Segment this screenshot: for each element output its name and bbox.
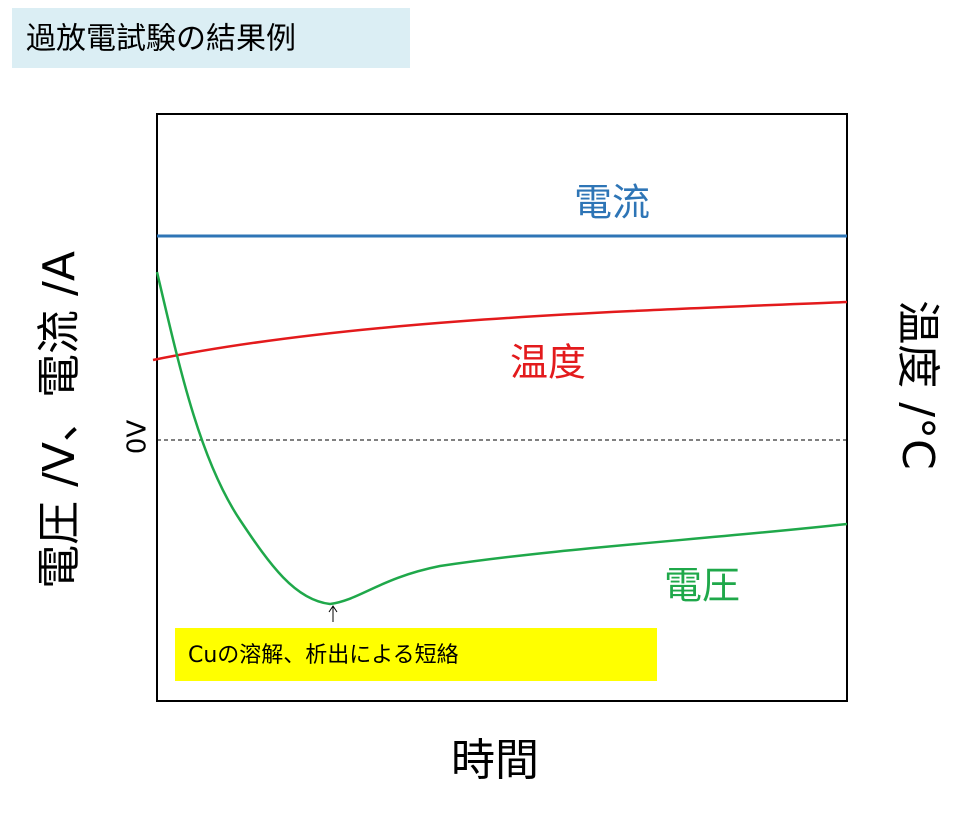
left-axis-label: 電圧 /V、電流 /A: [34, 251, 85, 589]
voltage-curve: [155, 271, 848, 606]
temperature-curve: [152, 300, 848, 362]
temperature-label: 温度: [510, 341, 586, 385]
arrow-head: [328, 605, 338, 613]
annotation-box: [175, 628, 657, 681]
x-axis-label: 時間: [451, 735, 539, 786]
zero-label: 0V: [123, 420, 153, 455]
annotation: Cuの溶解、析出による短絡: [188, 643, 459, 668]
right-axis-label: 温度 /°C: [892, 300, 943, 470]
title: 過放電試験の結果例: [26, 22, 296, 57]
voltage-label: 電圧: [664, 564, 740, 608]
current-label: 電流: [574, 181, 650, 225]
title-box: [12, 8, 410, 68]
plot-frame: [156, 113, 848, 702]
